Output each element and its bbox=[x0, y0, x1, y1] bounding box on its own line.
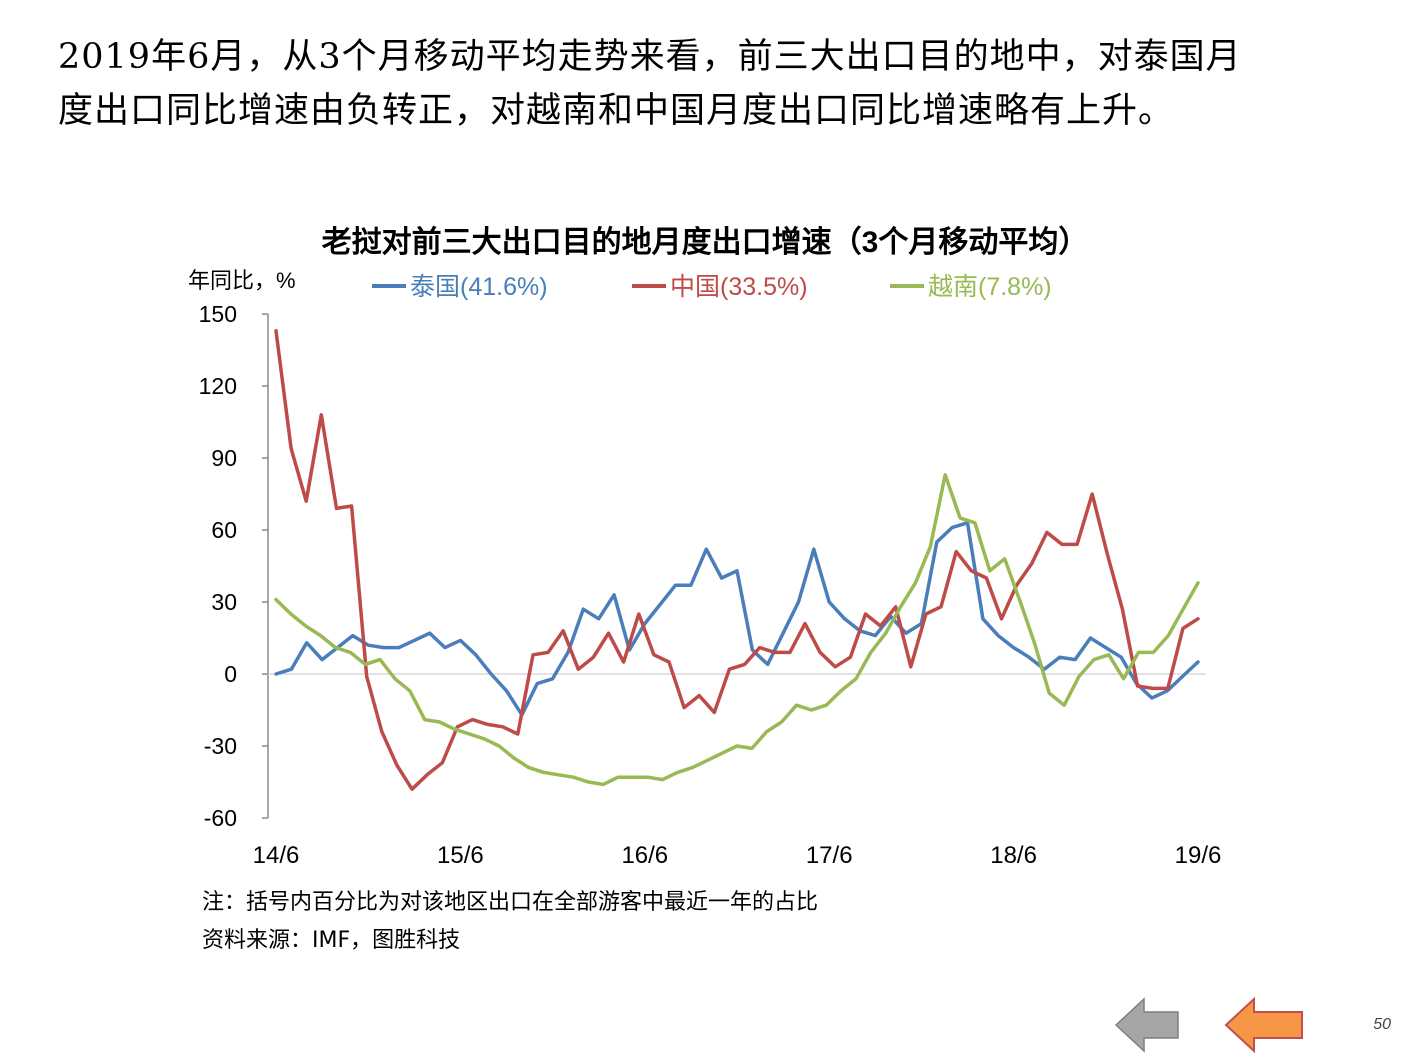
legend-label-2: 中国(33.5%) bbox=[670, 273, 808, 301]
series-line-3 bbox=[274, 473, 1200, 787]
y-tick-label: -60 bbox=[204, 805, 237, 831]
y-tick-label: 150 bbox=[199, 301, 237, 327]
x-tick-label: 19/6 bbox=[1175, 842, 1222, 869]
headline-line-2: 度出口同比增速由负转正，对越南和中国月度出口同比增速略有上升。 bbox=[58, 91, 1175, 131]
chart-source: 资料来源：IMF，图胜科技 bbox=[202, 928, 461, 953]
legend-label-1: 泰国(41.6%) bbox=[410, 273, 548, 301]
y-tick-label: 30 bbox=[211, 589, 237, 615]
y-tick-label: 0 bbox=[224, 661, 237, 687]
page-number: 50 bbox=[1373, 1016, 1391, 1033]
back-arrow-button[interactable] bbox=[1114, 996, 1180, 1054]
left-arrow-icon bbox=[1224, 996, 1303, 1054]
y-tick-label: 90 bbox=[211, 445, 237, 471]
legend-label-3: 越南(7.8%) bbox=[928, 273, 1052, 301]
series-line-2 bbox=[274, 329, 1200, 791]
x-tick-label: 14/6 bbox=[253, 842, 300, 869]
headline: 2019年6月，从3个月移动平均走势来看，前三大出口目的地中，对泰国月 度出口同… bbox=[58, 30, 1358, 138]
x-tick-label: 16/6 bbox=[621, 842, 668, 869]
next-arrow-button[interactable] bbox=[1224, 996, 1304, 1054]
x-tick-label: 18/6 bbox=[990, 842, 1037, 869]
series-line-1 bbox=[274, 521, 1200, 717]
left-arrow-icon bbox=[1114, 997, 1179, 1053]
y-tick-label: -30 bbox=[204, 733, 237, 759]
x-tick-label: 17/6 bbox=[806, 842, 853, 869]
chart-title: 老挝对前三大出口目的地月度出口增速（3个月移动平均） bbox=[322, 225, 1089, 259]
y-tick-label: 120 bbox=[199, 373, 237, 399]
x-tick-label: 15/6 bbox=[437, 842, 484, 869]
chart-note: 注：括号内百分比为对该地区出口在全部游客中最近一年的占比 bbox=[202, 890, 819, 915]
y-tick-label: 60 bbox=[211, 517, 237, 543]
headline-line-1: 2019年6月，从3个月移动平均走势来看，前三大出口目的地中，对泰国月 bbox=[58, 37, 1242, 77]
y-axis-label: 年同比，% bbox=[188, 268, 296, 293]
